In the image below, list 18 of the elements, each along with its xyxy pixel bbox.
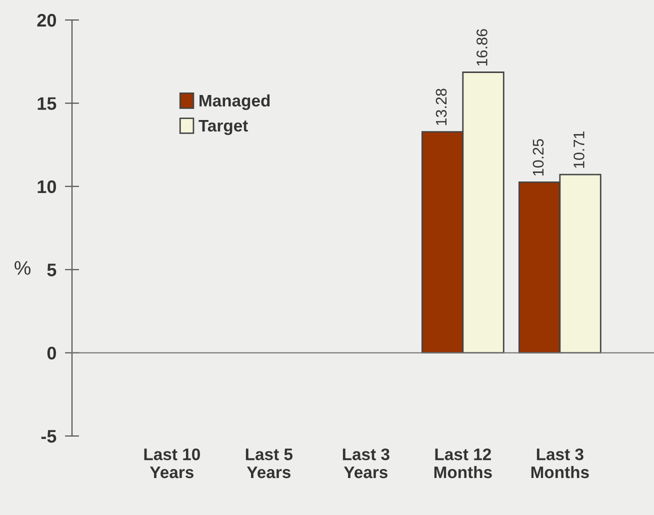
legend-label: Target [198,120,248,135]
y-axis-title: % [14,261,30,275]
y-tick-label: 20 [37,14,56,27]
data-label: 16.86 [476,29,488,66]
data-label: 10.71 [574,132,584,168]
x-tick-label: Last 3 Years [342,448,390,478]
y-tick-label: 5 [47,264,56,276]
y-tick-label: -5 [41,430,56,443]
legend-label: Managed [200,94,270,110]
x-tick-label: Last 3 Months [531,448,589,478]
x-tick-label: Last 12 Months [434,448,492,478]
data-label: 10.25 [532,139,544,176]
y-tick-label: 0 [47,346,56,360]
x-tick-label: Last 10 Years [144,448,200,478]
x-tick-label: Last 5 Years [246,448,293,478]
data-label: 13.28 [436,88,447,126]
y-tick-label: 10 [38,180,56,194]
y-tick-label: 15 [38,97,56,110]
